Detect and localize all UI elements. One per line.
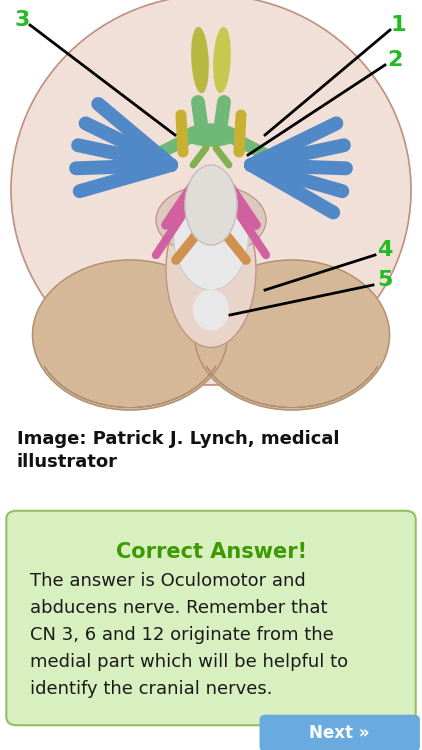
Ellipse shape <box>192 28 208 92</box>
Text: 3: 3 <box>14 10 30 30</box>
Text: Image: Patrick J. Lynch, medical
illustrator: Image: Patrick J. Lynch, medical illustr… <box>17 430 339 471</box>
Text: Correct Answer!: Correct Answer! <box>116 542 306 562</box>
Ellipse shape <box>32 260 227 410</box>
Ellipse shape <box>173 180 249 290</box>
Text: 5: 5 <box>377 270 393 290</box>
Ellipse shape <box>184 124 238 146</box>
Text: Next »: Next » <box>309 724 370 742</box>
Ellipse shape <box>194 290 228 330</box>
Ellipse shape <box>166 193 256 347</box>
Text: 2: 2 <box>387 50 403 70</box>
FancyBboxPatch shape <box>260 715 420 750</box>
Text: 1: 1 <box>390 15 406 35</box>
Ellipse shape <box>195 260 390 410</box>
Text: The answer is Oculomotor and
abducens nerve. Remember that
CN 3, 6 and 12 origin: The answer is Oculomotor and abducens ne… <box>30 572 348 698</box>
Ellipse shape <box>156 185 266 255</box>
Ellipse shape <box>214 28 230 92</box>
FancyBboxPatch shape <box>6 511 416 725</box>
Ellipse shape <box>185 165 237 245</box>
Text: 4: 4 <box>377 240 393 260</box>
Ellipse shape <box>11 0 411 385</box>
